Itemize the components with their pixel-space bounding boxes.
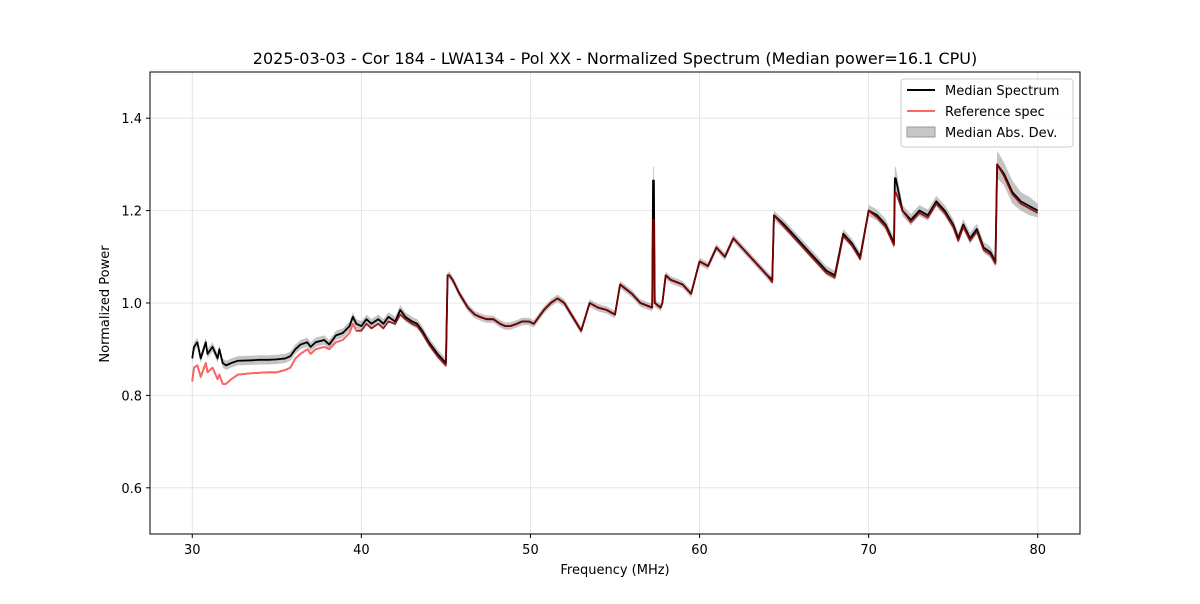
y-tick-label: 0.6	[121, 482, 142, 497]
legend-swatch-mad	[906, 126, 936, 138]
mad-band	[192, 150, 1038, 370]
x-tick-label: 80	[1029, 543, 1046, 558]
series-layer	[191, 150, 1039, 385]
y-tick-label: 1.0	[121, 297, 142, 312]
x-tick-label: 40	[353, 543, 370, 558]
x-tick-label: 30	[184, 543, 201, 558]
y-axis-label: Normalized Power	[98, 245, 113, 363]
legend-label-reference: Reference spec	[945, 105, 1045, 120]
reference-spectrum-line	[191, 163, 1039, 385]
legend-box	[900, 78, 1074, 148]
x-tick-label: 60	[691, 543, 708, 558]
median-spectrum-line	[191, 163, 1039, 367]
legend: Median Spectrum Reference spec Median Ab…	[900, 78, 1074, 148]
x-tick-label: 70	[860, 543, 877, 558]
axes-layer: 30 40 50 60 70 80 0.6 0.8 1.0 1.2 1.4	[121, 71, 1081, 558]
y-tick-label: 1.2	[121, 205, 142, 220]
reference-spectrum-low-segment	[191, 322, 358, 385]
y-tick-label: 0.8	[121, 389, 142, 404]
x-axis-label: Frequency (MHz)	[560, 563, 669, 578]
y-tick-label: 1.4	[121, 112, 142, 127]
legend-label-mad: Median Abs. Dev.	[945, 126, 1057, 141]
x-tick-label: 50	[522, 543, 539, 558]
chart-title: 2025-03-03 - Cor 184 - LWA134 - Pol XX -…	[253, 49, 977, 68]
legend-label-median: Median Spectrum	[945, 84, 1059, 99]
